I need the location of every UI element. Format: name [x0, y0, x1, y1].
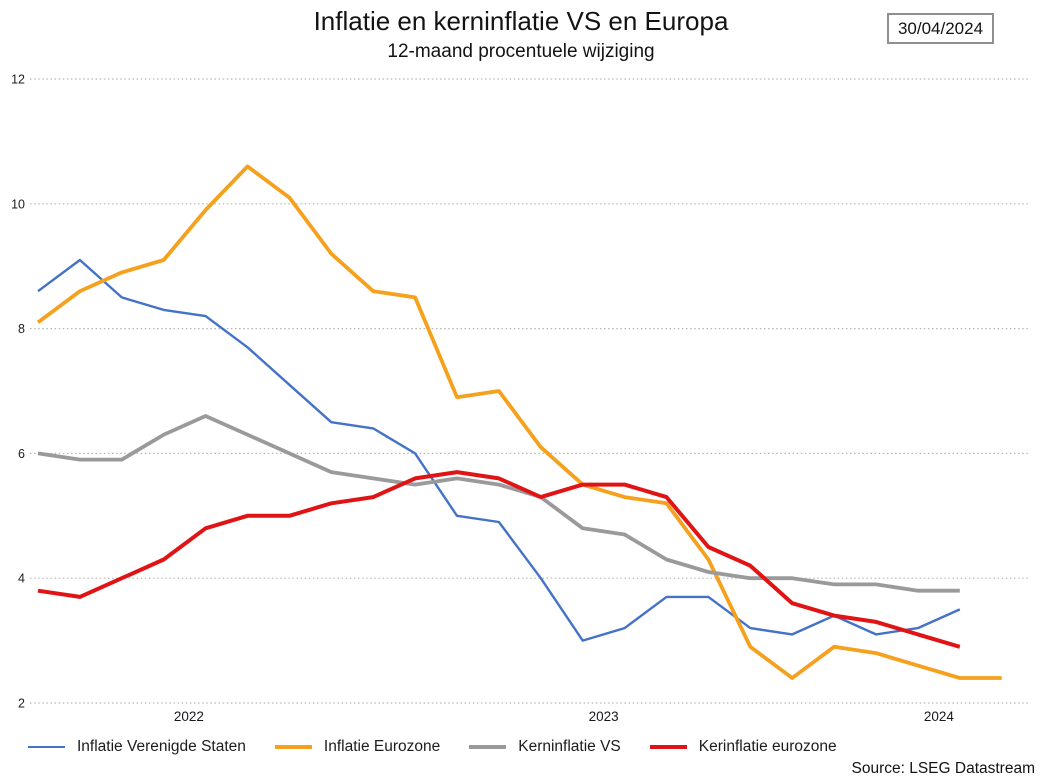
- series-line-inflatie-verenigde-staten: [37, 258, 961, 642]
- legend-line-swatch-inflatie-verenigde-staten: [28, 745, 65, 749]
- series-line-inflatie-eurozone: [36, 164, 1002, 680]
- y-tick-label-6: 6: [18, 447, 25, 461]
- legend-label-inflatie-eurozone: Inflatie Eurozone: [323, 738, 441, 755]
- x-tick-label-2024: 2024: [924, 709, 955, 724]
- y-tick-label-8: 8: [18, 322, 25, 336]
- date-badge: 30/04/2024: [887, 13, 994, 44]
- chart-title: Inflatie en kerninflatie VS en Europa: [313, 6, 729, 36]
- legend-line-swatch-inflatie-eurozone: [274, 745, 312, 749]
- y-tick-label-12: 12: [11, 73, 25, 87]
- x-tick-label-2023: 2023: [589, 709, 619, 724]
- chart-subtitle: 12-maand procentuele wijziging: [387, 41, 655, 62]
- legend-line-swatch-kerninflatie-vs: [469, 745, 507, 749]
- y-tick-label-4: 4: [18, 572, 25, 586]
- legend-item-inflatie-eurozone: Inflatie Eurozone: [274, 738, 441, 756]
- legend-line-swatch-kerinflatie-eurozone: [649, 745, 687, 749]
- chart-legend: Inflatie Verenigde Staten Inflatie Eurozo…: [28, 737, 837, 757]
- legend-item-kerninflatie-vs: Kerninflatie VS: [469, 738, 621, 756]
- legend-label-kerinflatie-eurozone: Kerinflatie eurozone: [698, 738, 837, 755]
- legend-label-inflatie-verenigde-staten: Inflatie Verenigde Staten: [77, 738, 246, 755]
- y-tick-label-10: 10: [11, 197, 25, 211]
- x-tick-label-2022: 2022: [174, 709, 204, 724]
- series-line-kerninflatie-vs: [37, 414, 960, 593]
- inflation-line-chart: 2 4 6 8 10 12 2022 2023 2024: [11, 73, 1030, 724]
- legend-item-inflatie-verenigde-staten: Inflatie Verenigde Staten: [28, 738, 246, 756]
- legend-label-kerninflatie-vs: Kerninflatie VS: [518, 738, 621, 755]
- series-line-kerinflatie-eurozone: [37, 470, 961, 649]
- source-label: Source: LSEG Datastream: [851, 760, 1036, 777]
- legend-item-kerinflatie-eurozone: Kerinflatie eurozone: [649, 738, 837, 756]
- y-tick-label-2: 2: [18, 697, 25, 711]
